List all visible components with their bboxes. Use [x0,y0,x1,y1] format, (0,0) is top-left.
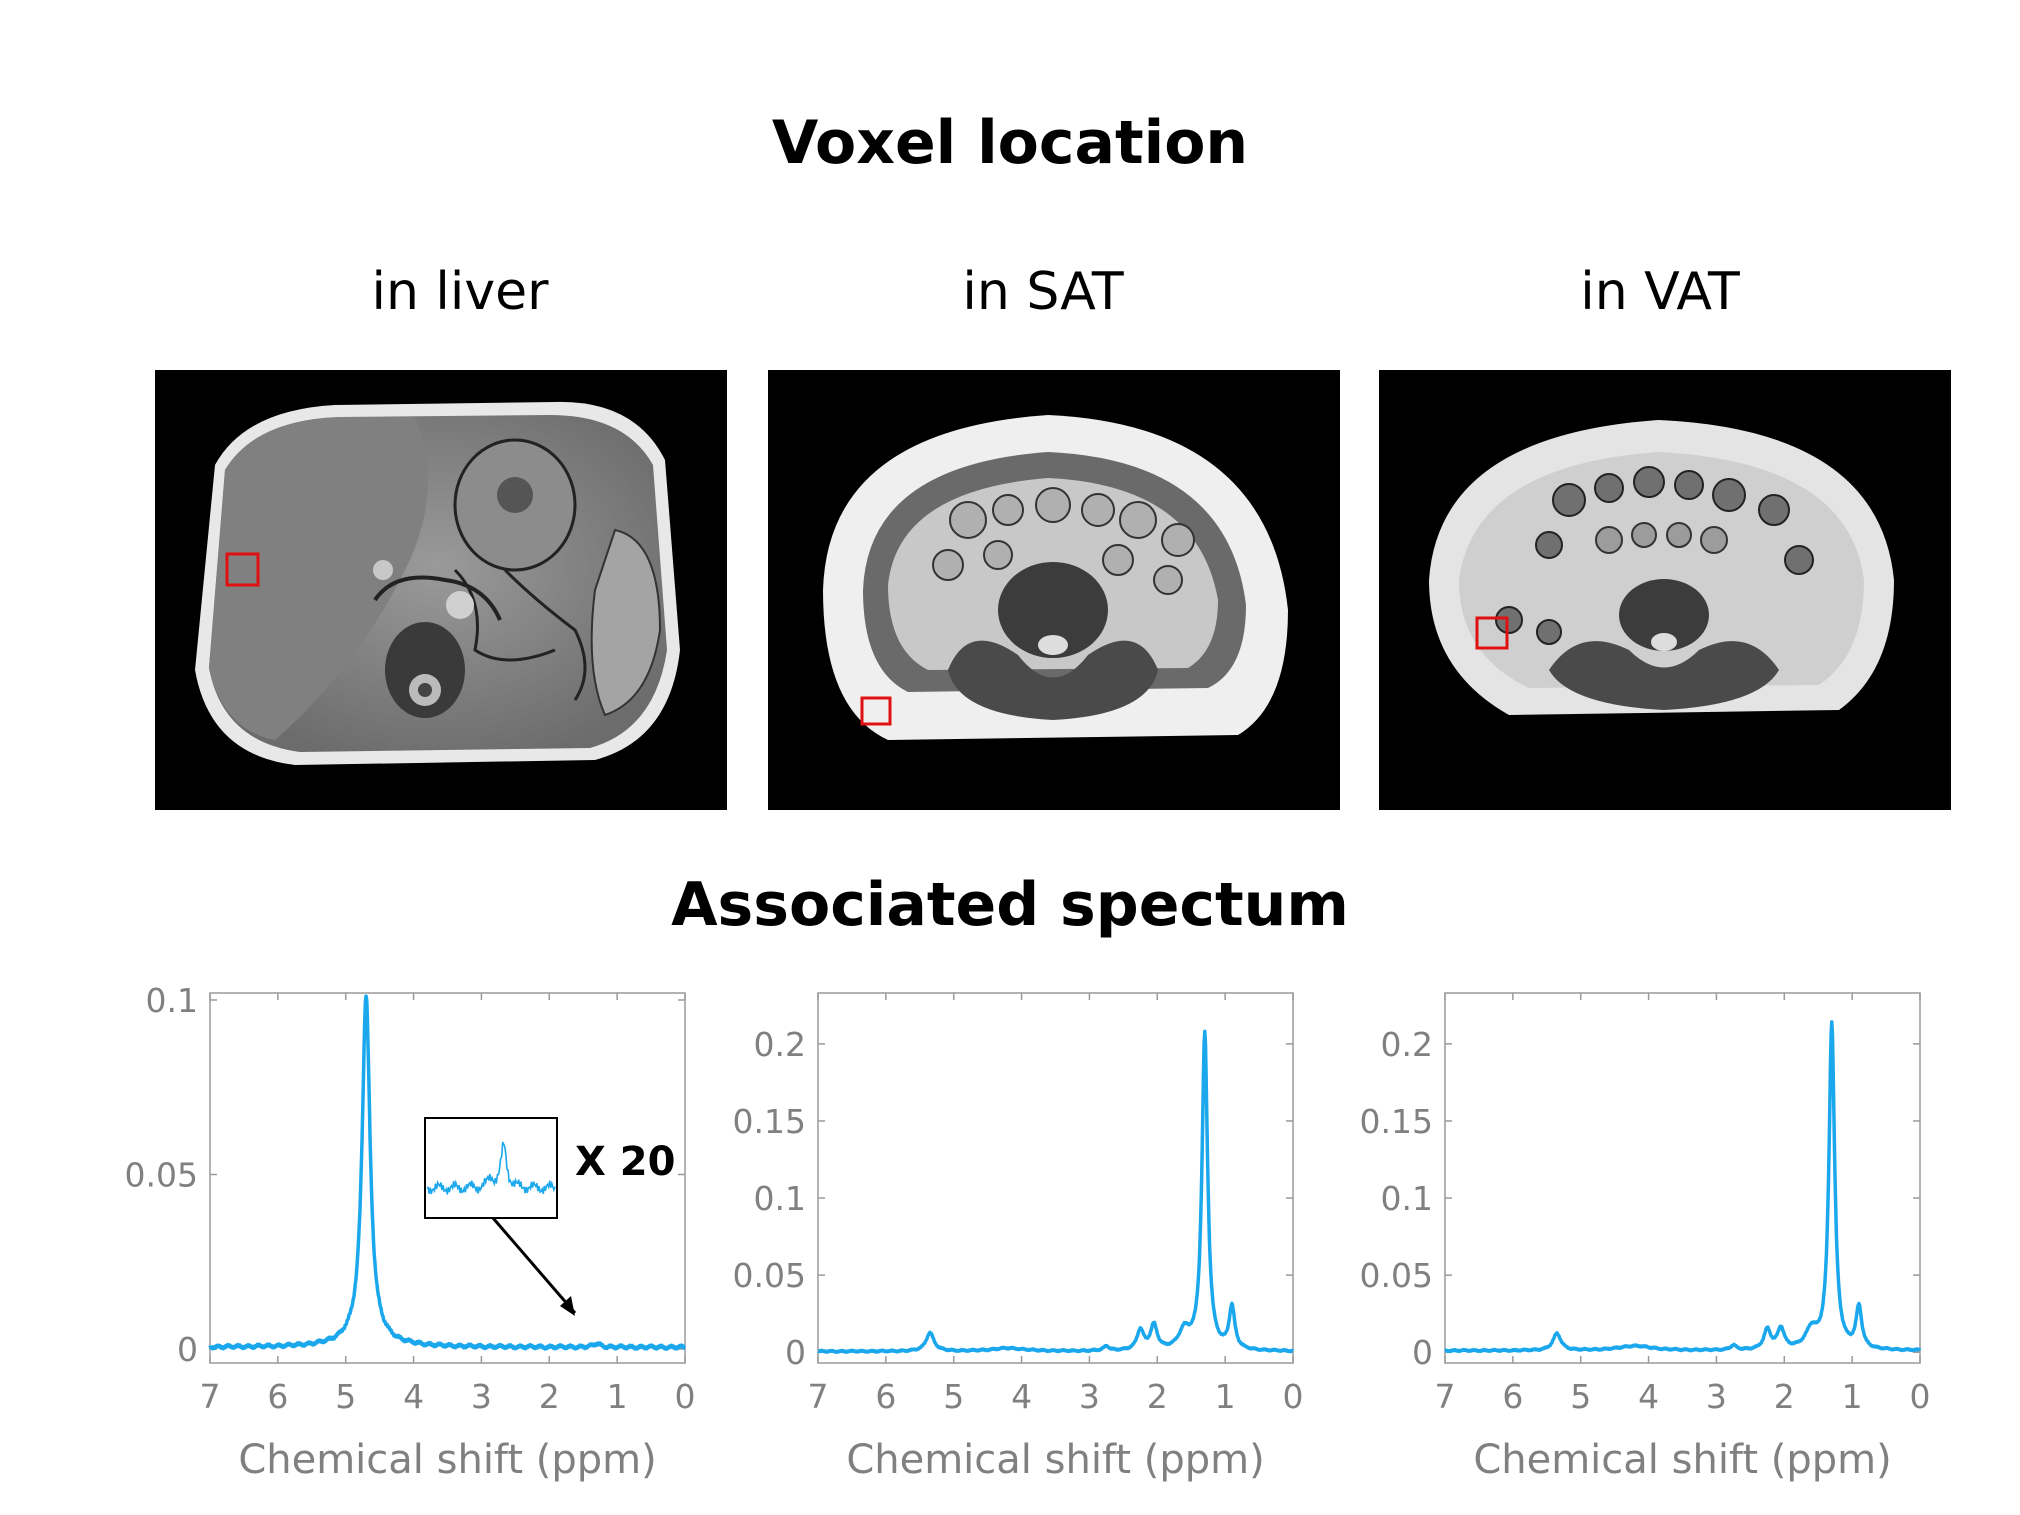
y-tick-label: 0.05 [1360,1256,1433,1295]
x-tick-label: 7 [200,1377,221,1416]
y-tick-label: 0.05 [125,1156,198,1195]
spectrum-line-sat [816,1029,1295,1354]
x-tick-label: 7 [808,1377,829,1416]
y-tick-label: 0.15 [733,1102,806,1141]
figure-title: Voxel location [771,108,1249,178]
axes-box [1444,992,1921,1364]
x-axis-label: Chemical shift (ppm) [238,1437,656,1483]
x-tick-label: 5 [335,1377,356,1416]
x-axis-label: Chemical shift (ppm) [846,1437,1264,1483]
inset-arrow-line [491,1217,577,1314]
x-tick-label: 5 [1570,1377,1591,1416]
x-tick-label: 2 [1147,1377,1168,1416]
x-tick-label: 1 [607,1377,628,1416]
x-tick-label: 5 [943,1377,964,1416]
y-tick-label: 0.1 [754,1179,806,1218]
voxel-box-vat [1475,616,1509,650]
voxel-box-sat [860,696,892,726]
x-tick-label: 6 [875,1377,896,1416]
y-tick-label: 0.2 [1381,1025,1433,1064]
mri-image-liver [155,370,727,810]
y-tick-label: 0.15 [1360,1102,1433,1141]
x-tick-label: 2 [539,1377,560,1416]
y-tick-label: 0.2 [754,1025,806,1064]
x-tick-label: 3 [1079,1377,1100,1416]
spectrum-chart-sat: 7 6 5 4 3 2 1 0 0 0.05 0.1 0.15 0.2 Chemical shift (p… [733,992,1304,1483]
x-tick-label: 1 [1215,1377,1236,1416]
spectrum-chart-vat: 7 6 5 4 3 2 1 0 0 0.05 0.1 0.15 0.2 Chemical shift (p… [1360,992,1931,1483]
y-tick-label: 0.1 [1381,1179,1433,1218]
y-tick-label: 0 [1412,1333,1433,1372]
x-tick-label: 3 [471,1377,492,1416]
panel-label-sat: in SAT [962,262,1124,322]
axes-box [817,992,1294,1364]
x-tick-label: 6 [267,1377,288,1416]
y-tick-label: 0 [785,1333,806,1372]
y-tick-label: 0.1 [146,981,198,1020]
mri-image-sat [768,370,1340,810]
spectrum-title: Associated spectum [671,870,1349,940]
x-tick-label: 4 [1011,1377,1032,1416]
spectrum-line-liver [208,994,687,1351]
spectrum-line-vat [1443,1020,1922,1354]
x-tick-label: 0 [675,1377,696,1416]
x-tick-label: 6 [1502,1377,1523,1416]
x-tick-label: 4 [403,1377,424,1416]
mri-image-vat [1379,370,1951,810]
inset-box [424,1117,558,1219]
inset-zoom: X 20 [424,1117,675,1316]
inset-label: X 20 [575,1139,675,1185]
x-axis-label: Chemical shift (ppm) [1473,1437,1891,1483]
x-tick-label: 0 [1910,1377,1931,1416]
x-tick-label: 2 [1774,1377,1795,1416]
x-tick-label: 4 [1638,1377,1659,1416]
panel-label-liver: in liver [371,262,549,322]
inset-line [426,1141,556,1195]
x-tick-label: 1 [1842,1377,1863,1416]
x-tick-label: 3 [1706,1377,1727,1416]
axes-box [209,992,686,1364]
voxel-box-liver [225,552,260,587]
y-tick-label: 0.05 [733,1256,806,1295]
spectrum-chart-liver: 7 6 5 4 3 2 1 0 0 0.05 0.1 Chemical shift (ppm) [125,981,696,1483]
inset-arrow-head [560,1296,575,1316]
x-tick-label: 0 [1283,1377,1304,1416]
x-tick-label: 7 [1435,1377,1456,1416]
y-tick-label: 0 [177,1330,198,1369]
panel-label-vat: in VAT [1580,262,1740,322]
